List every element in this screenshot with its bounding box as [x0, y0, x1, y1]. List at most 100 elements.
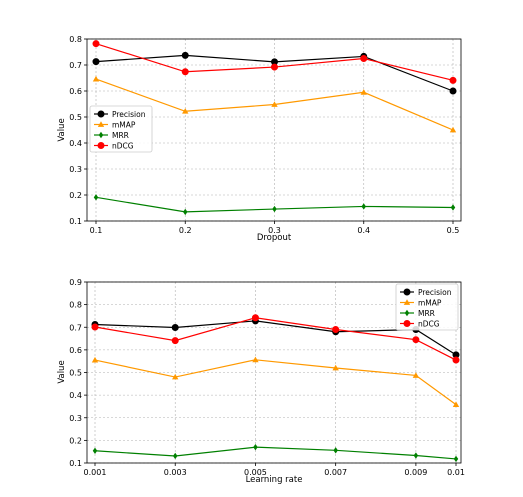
y-tick-label: 0.5	[69, 369, 82, 378]
series-mmap	[91, 356, 460, 408]
data-point	[450, 204, 456, 211]
x-tick-label: 0.003	[164, 468, 187, 477]
data-point	[272, 205, 277, 213]
series-line	[94, 359, 457, 406]
legend-marker	[97, 110, 105, 118]
y-tick-label: 0.9	[69, 278, 82, 287]
x-tick-label: 0.001	[84, 468, 107, 477]
data-point	[332, 364, 339, 371]
y-tick-label: 0.3	[69, 165, 82, 174]
x-tick-label: 0.005	[244, 468, 267, 477]
data-point	[412, 372, 420, 378]
legend-marker	[403, 320, 411, 327]
data-point	[251, 314, 259, 322]
data-point	[452, 356, 460, 364]
data-point	[449, 126, 457, 133]
legend-label: nDCG	[112, 142, 134, 151]
x-tick-label: 0.01	[447, 468, 465, 477]
data-point	[91, 356, 99, 363]
series-line	[94, 446, 457, 460]
data-point	[361, 203, 366, 210]
legend-box	[89, 105, 153, 153]
x-tick-label: 0.2	[179, 226, 192, 235]
data-point	[453, 455, 459, 463]
legend-label: Precision	[418, 288, 452, 297]
x-axis-label: Learning rate	[246, 475, 303, 485]
data-point	[92, 75, 100, 82]
y-tick-label: 0.8	[69, 301, 82, 310]
data-point	[92, 40, 100, 48]
legend-label: mMAP	[418, 299, 442, 308]
y-tick-label: 0.4	[69, 391, 82, 400]
y-tick-label: 0.4	[69, 139, 82, 148]
y-axis-label: Value	[57, 118, 67, 141]
y-tick-label: 0.6	[69, 87, 82, 96]
data-point	[252, 356, 259, 363]
data-point	[92, 447, 98, 454]
legend-marker	[403, 288, 411, 296]
data-point	[181, 68, 189, 76]
x-tick-label: 0.1	[90, 226, 103, 235]
data-point	[452, 401, 460, 408]
data-point	[181, 51, 189, 59]
legend-label: Precision	[112, 110, 146, 119]
legend-marker	[404, 309, 410, 317]
legend-label: mMAP	[112, 121, 136, 130]
data-point	[253, 443, 258, 451]
data-point	[171, 323, 179, 331]
legend-label: MRR	[418, 309, 435, 318]
y-tick-label: 0.2	[69, 191, 82, 200]
legend-marker	[98, 131, 104, 139]
data-point	[271, 101, 278, 107]
chart-1: 0.1 0.2 0.3 0.4 0.5 0.6 0.7 0.8 0.1 0.2 0.3 0.4 0.5 D…	[57, 35, 462, 243]
x-axis-label: Dropout	[257, 233, 292, 243]
y-tick-label: 0.7	[69, 323, 82, 332]
legend-box	[395, 283, 459, 331]
data-point	[171, 337, 179, 345]
legend-marker	[97, 142, 105, 149]
x-tick-label: 0.5	[447, 226, 460, 235]
data-point	[332, 326, 340, 334]
data-point	[360, 89, 367, 95]
data-point	[412, 336, 420, 344]
series-mrr	[93, 194, 456, 216]
chart-2: 0.1 0.2 0.3 0.4 0.5 0.6 0.7 0.8 0.9 0.001 0.003 0.0…	[57, 278, 465, 485]
y-tick-label: 0.8	[69, 35, 82, 44]
data-point	[182, 108, 189, 114]
x-tick-label: 0.007	[324, 468, 347, 477]
x-tick-label: 0.009	[404, 468, 427, 477]
data-point	[271, 63, 278, 71]
legend-label: nDCG	[418, 320, 440, 329]
y-tick-label: 0.1	[69, 217, 82, 226]
y-tick-label: 0.3	[69, 414, 82, 423]
data-point	[183, 208, 188, 216]
data-point	[92, 58, 100, 66]
y-tick-label: 0.5	[69, 113, 82, 122]
y-axis-label: Value	[57, 360, 67, 383]
y-tick-label: 0.6	[69, 346, 82, 355]
data-point	[91, 323, 99, 331]
data-point	[172, 373, 179, 380]
y-tick-label: 0.1	[69, 459, 82, 468]
data-point	[413, 452, 419, 459]
data-point	[93, 194, 99, 201]
data-point	[360, 55, 368, 62]
data-point	[172, 452, 178, 460]
legend-marker	[97, 121, 105, 127]
y-tick-label: 0.2	[69, 436, 82, 445]
series-ndcg	[91, 314, 460, 364]
data-point	[333, 447, 338, 454]
series-mrr	[92, 443, 459, 463]
legend-label: MRR	[112, 131, 129, 140]
series-line	[94, 320, 457, 356]
x-tick-label: 0.3	[268, 226, 281, 235]
legend-marker	[403, 299, 411, 305]
data-point	[449, 76, 457, 84]
series-ndcg	[92, 40, 457, 84]
data-point	[449, 87, 457, 95]
y-tick-label: 0.7	[69, 61, 82, 70]
series-mmap	[92, 75, 457, 133]
plot-frame	[86, 38, 462, 222]
